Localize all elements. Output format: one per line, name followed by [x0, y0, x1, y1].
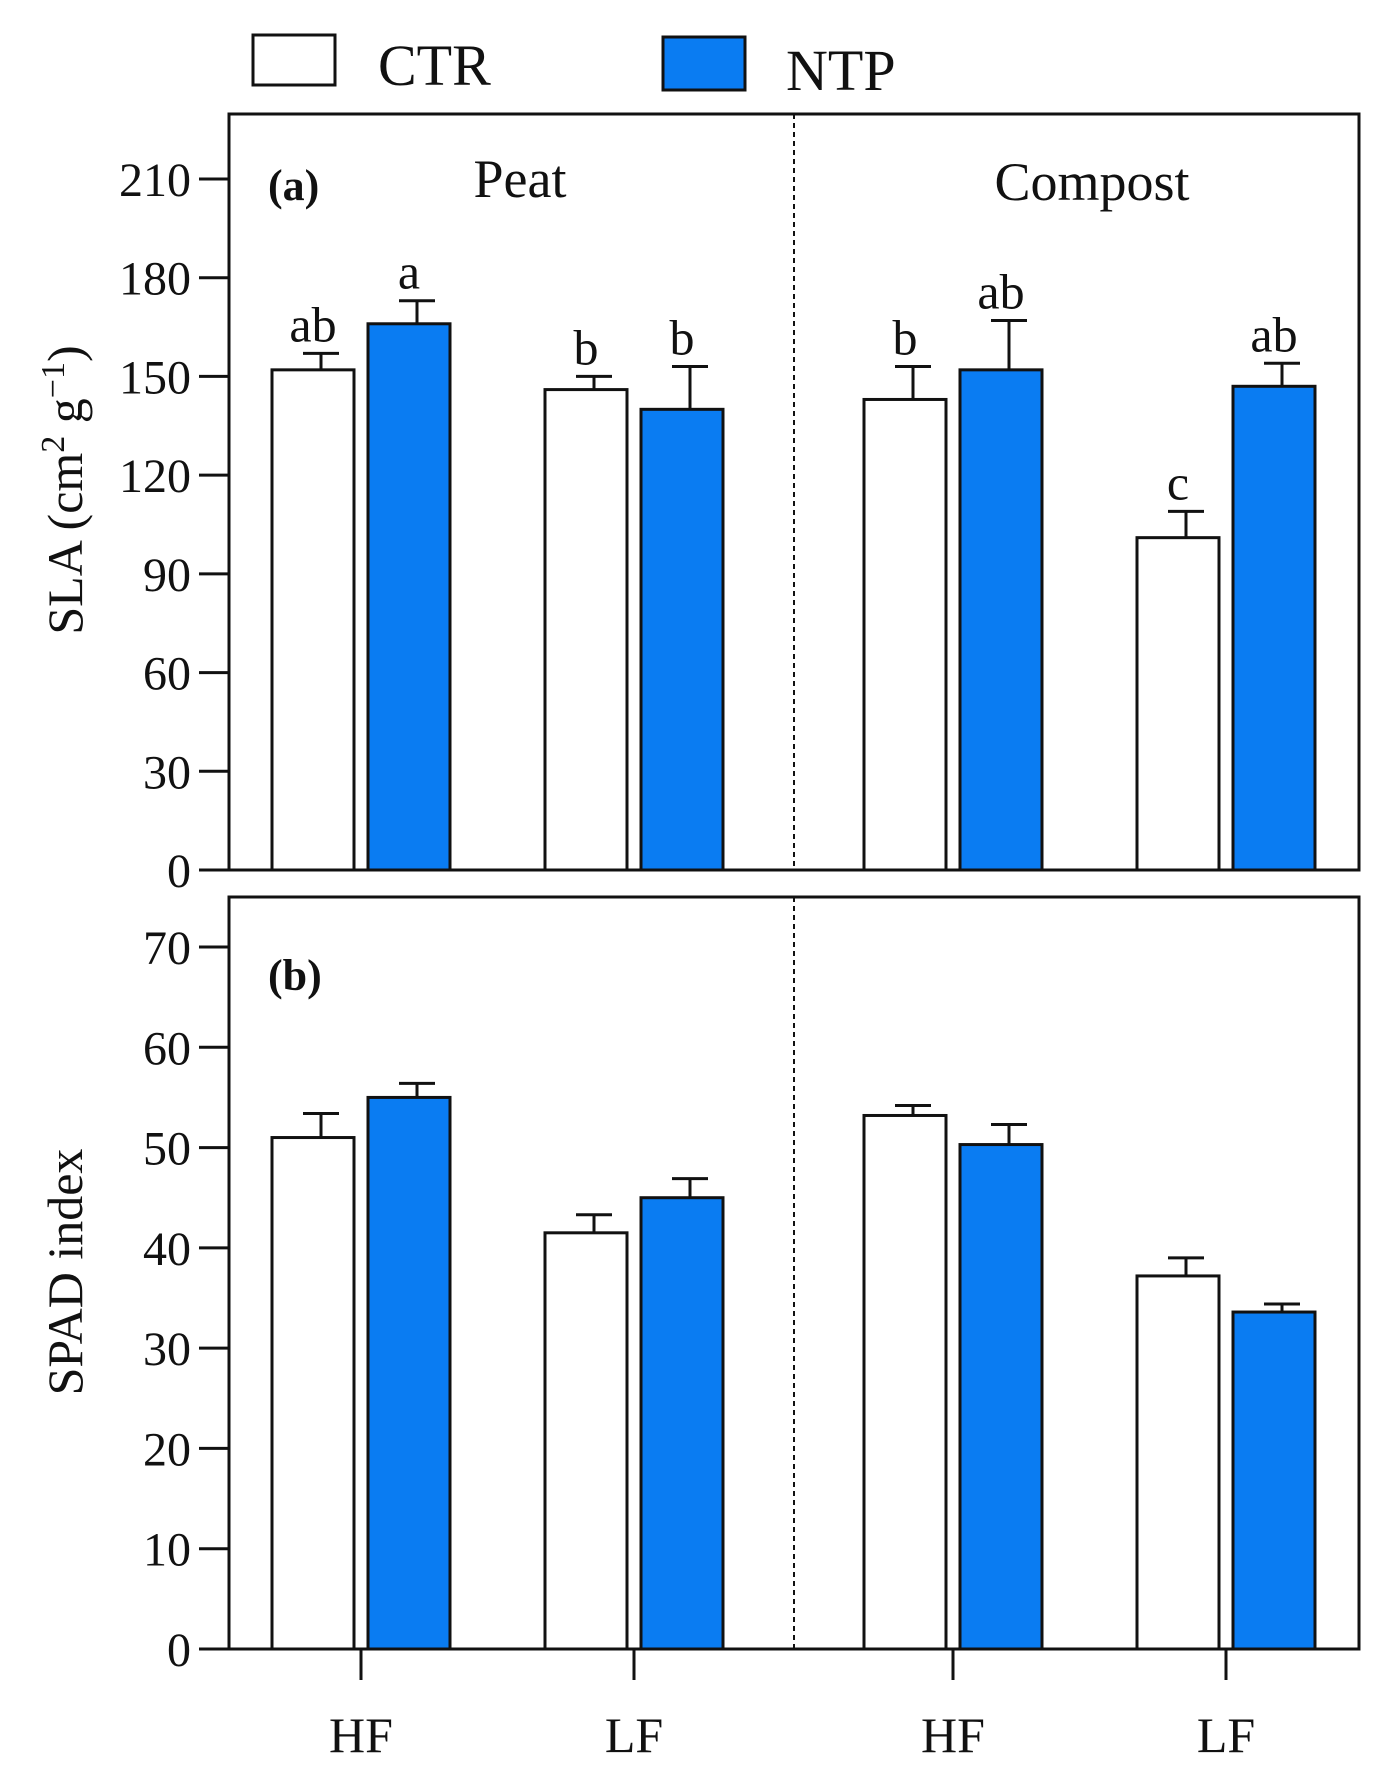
panel-b-y-tick-label: 10 — [143, 1524, 191, 1577]
panel-b-bar-ntp-0 — [366, 1095, 452, 1651]
panel-b-y-tick-label: 50 — [143, 1123, 191, 1176]
legend-swatch-ctr — [251, 33, 337, 87]
panel-a-y-tick-label: 150 — [119, 351, 191, 404]
panel-b-bar-ctr-3 — [1135, 1274, 1221, 1651]
panel-a-y-axis-title: SLA (cm2 g−1) — [35, 345, 94, 634]
panel-a-significance-letter: a — [398, 244, 420, 300]
panel-a-significance-letter: b — [893, 310, 918, 366]
panel-a-y-tick-label: 120 — [119, 450, 191, 503]
panel-a-y-axis: 0 30 60 90 120 150 180 210 — [119, 154, 229, 898]
panel-b-y-tick-label: 60 — [143, 1022, 191, 1075]
panel-b-y-tick-label: 70 — [143, 922, 191, 975]
panel-b-y-axis: 0 10 20 30 40 50 60 70 — [143, 922, 229, 1677]
panel-a-bar-ctr-2 — [862, 397, 948, 872]
panel-a-significance-letter: c — [1167, 454, 1189, 510]
panel-b-bar-ctr-1 — [543, 1231, 629, 1651]
panel-b-y-tick-label: 0 — [167, 1624, 191, 1677]
panel-b-bar-ntp-2 — [958, 1143, 1044, 1651]
panel-a-significance-letter: ab — [289, 296, 336, 352]
panel-a-y-tick-label: 30 — [143, 746, 191, 799]
panel-a-bar-ctr-0 — [270, 368, 356, 872]
panel-a-y-tick-label: 60 — [143, 648, 191, 701]
panel-b-bar-ctr-0 — [270, 1136, 356, 1651]
legend: CTR NTP — [251, 33, 896, 103]
panel-a-significance-letter: b — [670, 310, 695, 366]
panel-b-y-axis-title: SPAD index — [37, 1149, 93, 1396]
panel-a-y-tick-label: 210 — [119, 154, 191, 207]
legend-label-ntp: NTP — [786, 38, 896, 103]
panel-b-y-tick-label: 20 — [143, 1423, 191, 1476]
panel-a-sla: (a) Peat Compost SLA (cm2 g−1) 0 30 60 90 12… — [35, 112, 1361, 898]
panel-b-bars — [270, 1081, 1317, 1651]
panel-a-bar-ntp-0 — [366, 322, 452, 872]
x-tick-label: HF — [329, 1707, 393, 1763]
x-tick-label: HF — [921, 1707, 985, 1763]
panel-a-significance-letter: b — [574, 319, 599, 375]
panel-a-significance-letter: ab — [1250, 306, 1297, 362]
panel-a-y-tick-label: 90 — [143, 549, 191, 602]
panel-a-bar-ntp-3 — [1231, 384, 1317, 872]
panel-a-bar-ntp-2 — [958, 368, 1044, 872]
panel-a-y-tick-label: 0 — [167, 845, 191, 898]
panel-b-spad: (b) SPAD index 0 10 20 30 40 50 60 70 — [37, 895, 1361, 1677]
legend-label-ctr: CTR — [378, 33, 491, 98]
panel-b-y-tick-label: 30 — [143, 1323, 191, 1376]
panel-b-bar-ctr-2 — [862, 1113, 948, 1651]
legend-swatch-ntp — [661, 35, 747, 92]
panel-b-bar-ntp-1 — [639, 1196, 725, 1651]
panel-a-significance-letter: ab — [977, 263, 1024, 319]
panel-b-y-tick-label: 40 — [143, 1223, 191, 1276]
panel-a-bar-ctr-3 — [1135, 536, 1221, 872]
panel-a-group-title-peat: Peat — [474, 149, 567, 209]
panel-a-bar-ctr-1 — [543, 388, 629, 872]
panel-a-y-tick-label: 180 — [119, 253, 191, 306]
panel-b-bar-ntp-3 — [1231, 1310, 1317, 1651]
panel-a-bar-ntp-1 — [639, 407, 725, 872]
panel-a-label: (a) — [268, 161, 319, 210]
panel-b-label: (b) — [268, 951, 322, 1000]
x-axis: HF LF HF LF — [329, 1649, 1255, 1763]
panel-a-group-title-compost: Compost — [994, 152, 1189, 212]
x-tick-label: LF — [1197, 1707, 1255, 1763]
x-tick-label: LF — [605, 1707, 663, 1763]
